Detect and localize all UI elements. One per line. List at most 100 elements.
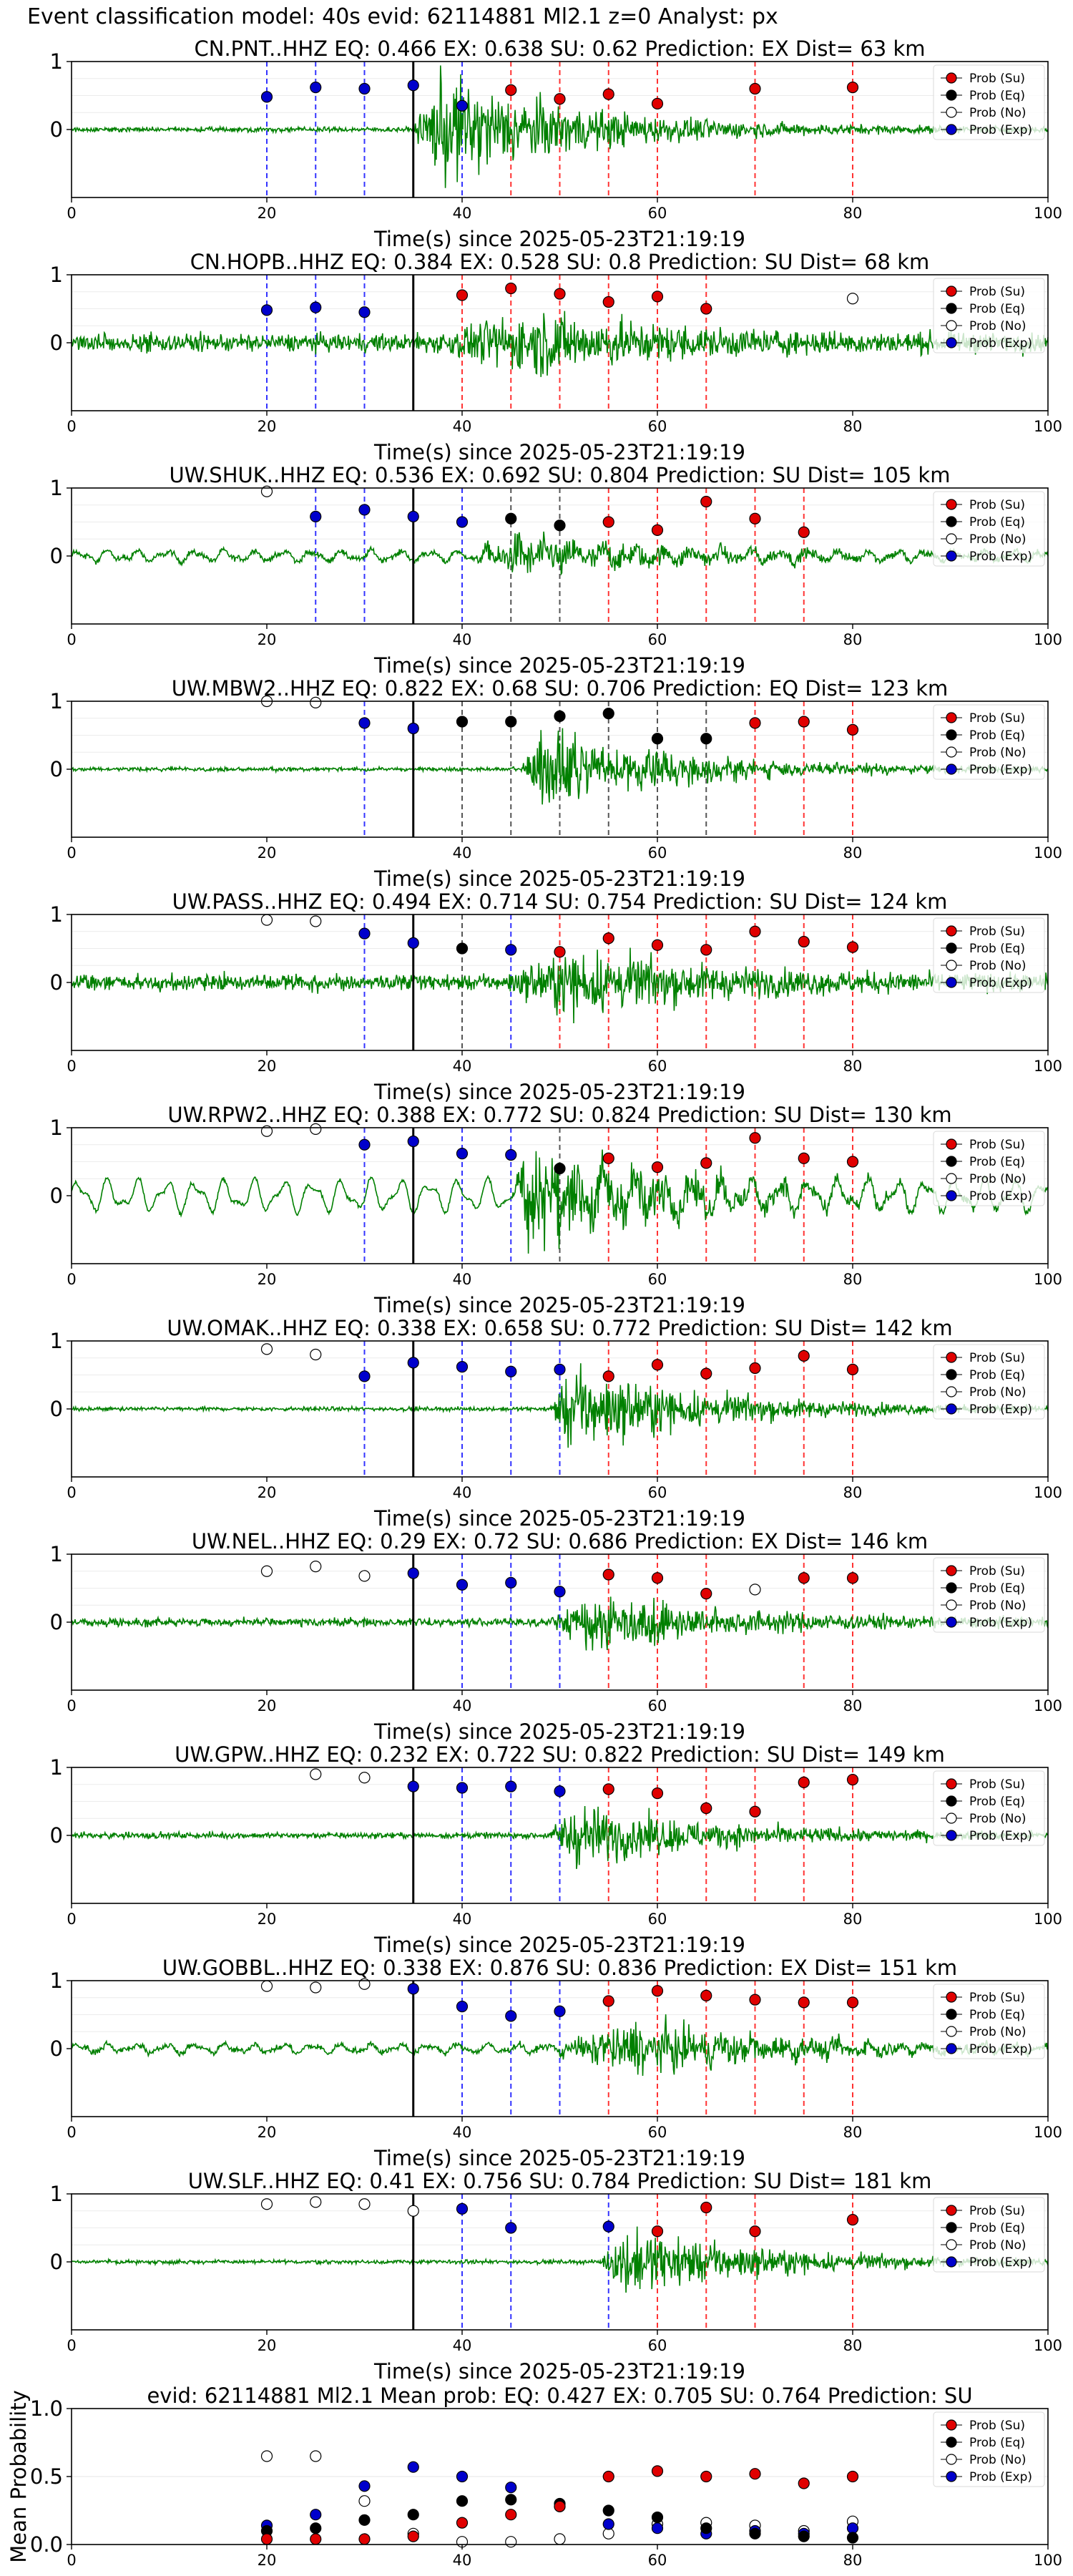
legend-label: Prob (Su)	[969, 285, 1025, 299]
prob-point-exp	[456, 1360, 469, 1373]
prob-point-su	[749, 1994, 761, 2006]
x-tick-label: 60	[648, 418, 667, 435]
prob-point-no	[358, 1570, 371, 1582]
x-tick-label: 80	[843, 1697, 863, 1714]
subplot-2: UW.SHUK..HHZ EQ: 0.536 EX: 0.692 SU: 0.8…	[50, 463, 1063, 678]
prob-point-exp	[554, 1363, 566, 1376]
subplot-8: UW.GPW..HHZ EQ: 0.232 EX: 0.722 SU: 0.82…	[50, 1742, 1063, 1957]
prob-point-su	[554, 93, 566, 105]
prob-point-exp	[456, 1147, 469, 1160]
y-tick-label: 1	[50, 263, 63, 287]
x-tick-label: 0	[67, 1271, 76, 1288]
prob-point-su	[749, 1132, 761, 1144]
legend-marker-eq	[946, 89, 957, 101]
x-tick-label: 60	[648, 631, 667, 648]
prob-point-no	[260, 1980, 273, 1992]
y-tick-label: 1	[50, 689, 63, 713]
prob-point-su	[554, 288, 566, 300]
prob-point-su	[505, 84, 517, 97]
waveform-trace	[71, 1596, 1049, 1651]
x-tick-label: 0	[67, 2552, 76, 2569]
prob-point-su	[749, 717, 761, 729]
x-tick-label: 60	[648, 1697, 667, 1714]
prob-point-su	[505, 2509, 517, 2521]
prob-point-eq	[651, 733, 664, 745]
subplot-9: UW.GOBBL..HHZ EQ: 0.338 EX: 0.876 SU: 0.…	[50, 1956, 1063, 2170]
prob-point-su	[846, 723, 859, 736]
prob-point-su	[602, 1995, 614, 2007]
legend-box	[933, 917, 1045, 993]
prob-point-no	[260, 914, 273, 926]
prob-point-su	[602, 1370, 614, 1382]
prob-point-su	[846, 1363, 859, 1376]
legend-label: Prob (Exp)	[969, 336, 1032, 351]
x-tick-label: 20	[258, 2337, 277, 2354]
prob-point-su	[651, 1572, 664, 1584]
x-tick-label: 60	[648, 1271, 667, 1288]
legend-box	[933, 704, 1045, 780]
legend-label: Prob (Eq)	[969, 1155, 1025, 1169]
prob-point-exp	[407, 937, 419, 950]
legend-marker-su	[946, 1991, 957, 2003]
x-axis-label: Time(s) since 2025-05-23T21:19:19	[373, 440, 745, 464]
legend-label: Prob (Exp)	[969, 1829, 1032, 1843]
x-tick-label: 20	[258, 2124, 277, 2141]
legend-marker-no	[946, 107, 957, 118]
x-tick-label: 100	[1034, 844, 1062, 862]
legend-marker-exp	[946, 124, 957, 135]
x-tick-label: 0	[67, 1697, 76, 1714]
prob-point-su	[651, 97, 664, 109]
legend-marker-no	[946, 960, 957, 971]
legend-box	[933, 1344, 1045, 1420]
x-tick-label: 20	[258, 1271, 277, 1288]
x-axis-label: Time(s) since 2025-05-23T21:19:19	[373, 1293, 745, 1317]
legend-marker-su	[946, 2205, 957, 2216]
prob-point-no	[310, 1981, 322, 1994]
waveform-trace	[71, 1149, 1049, 1254]
x-tick-label: 80	[843, 631, 863, 648]
x-tick-label: 80	[843, 2337, 863, 2354]
prob-point-su	[358, 2533, 371, 2545]
subplot-title: CN.HOPB..HHZ EQ: 0.384 EX: 0.528 SU: 0.8…	[190, 250, 930, 274]
y-tick-label: 1	[50, 1329, 63, 1353]
legend-label: Prob (No)	[969, 532, 1027, 547]
legend-box	[933, 1770, 1045, 1846]
legend-marker-eq	[946, 2436, 957, 2448]
x-tick-label: 60	[648, 1484, 667, 1501]
prob-point-eq	[505, 2494, 517, 2506]
subplot-title: CN.PNT..HHZ EQ: 0.466 EX: 0.638 SU: 0.62…	[195, 36, 926, 61]
legend-label: Prob (Exp)	[969, 1402, 1032, 1417]
legend-label: Prob (Exp)	[969, 1189, 1032, 1204]
prob-point-exp	[358, 1138, 371, 1151]
legend-label: Prob (Eq)	[969, 89, 1025, 103]
prob-point-eq	[456, 942, 469, 955]
prob-point-exp	[358, 1370, 371, 1382]
x-tick-label: 60	[648, 844, 667, 862]
legend: Prob (Su) Prob (Eq) Prob (No) Prob (Exp)	[933, 2197, 1045, 2273]
prob-point-exp	[554, 2005, 566, 2017]
prob-point-su	[700, 1157, 712, 1169]
prob-point-no	[749, 1584, 761, 1596]
prob-point-exp	[505, 1365, 517, 1377]
x-tick-label: 100	[1034, 2552, 1062, 2569]
prob-point-exp	[456, 2202, 469, 2215]
prob-point-exp	[260, 91, 273, 103]
legend-box	[933, 2197, 1045, 2273]
x-tick-label: 60	[648, 1058, 667, 1075]
x-tick-label: 60	[648, 2337, 667, 2354]
prob-point-exp	[358, 2480, 371, 2492]
legend-marker-su	[946, 925, 957, 937]
prob-point-no	[358, 2198, 371, 2210]
legend-marker-no	[946, 1599, 957, 1611]
prob-point-su	[651, 1161, 664, 1174]
prob-point-su	[700, 303, 712, 315]
legend-marker-su	[946, 1565, 957, 1576]
prob-point-no	[310, 696, 322, 709]
legend-label: Prob (Su)	[969, 1991, 1025, 2005]
prob-point-su	[749, 82, 761, 95]
legend-label: Prob (No)	[969, 106, 1027, 120]
prob-point-su	[798, 935, 810, 948]
y-tick-label: 0	[50, 757, 63, 781]
prob-point-su	[798, 1350, 810, 1362]
prob-point-eq	[358, 2514, 371, 2526]
